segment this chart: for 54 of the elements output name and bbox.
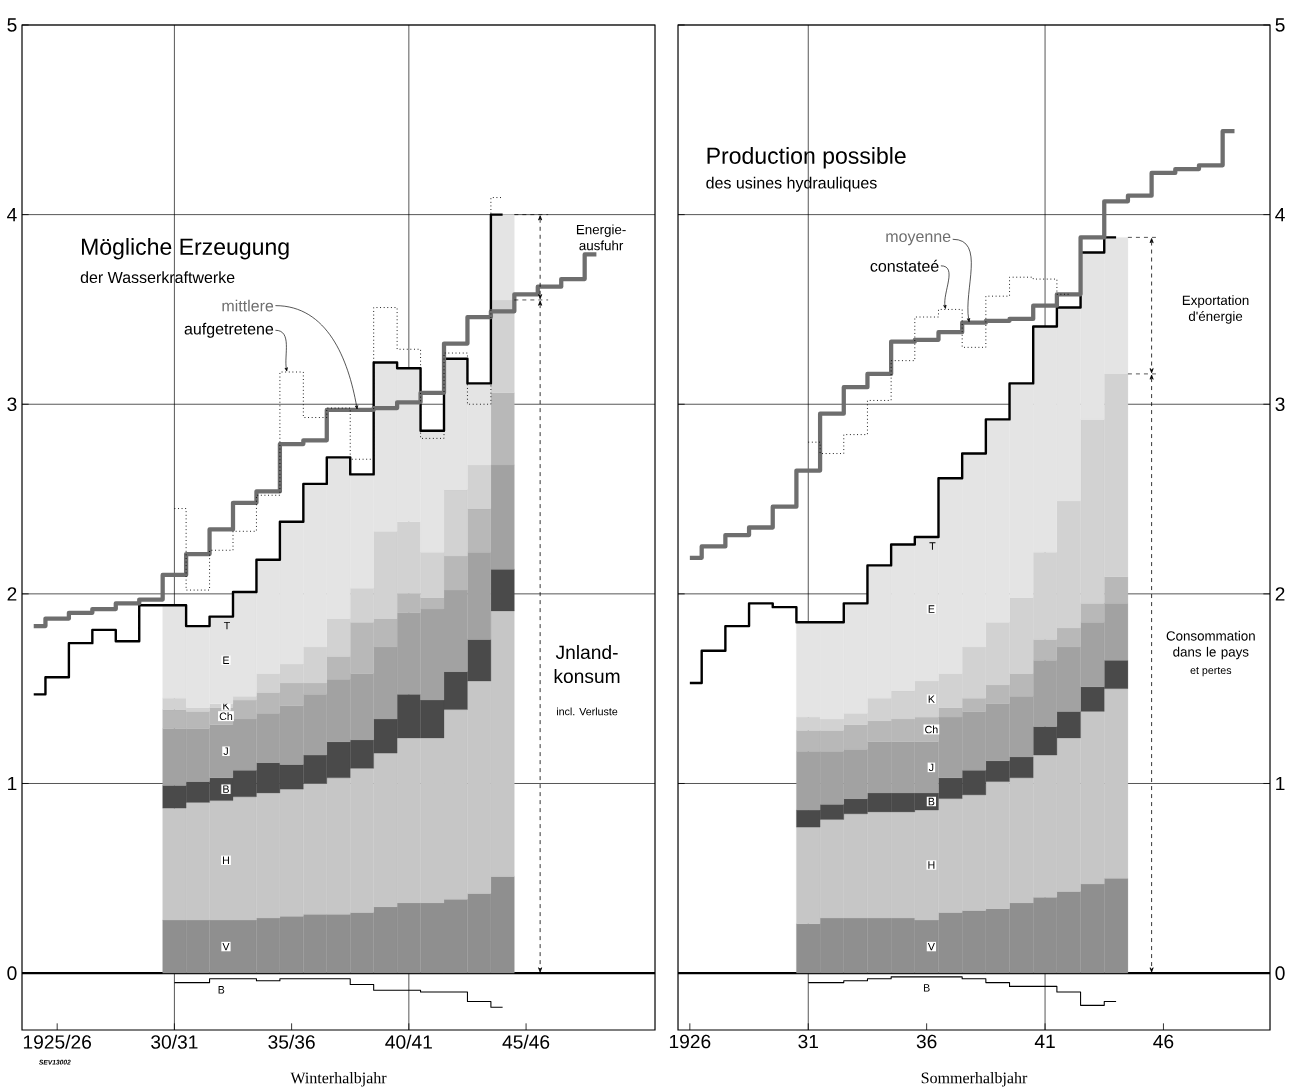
series-label: J <box>223 747 228 755</box>
series-label: E <box>223 656 230 664</box>
series-label: K <box>928 695 935 703</box>
y-tick-label: 2 <box>1275 587 1285 601</box>
y-tick-label: 4 <box>1275 207 1285 222</box>
y-tick-label: 2 <box>7 587 17 601</box>
y-tick-label: 3 <box>1275 397 1285 412</box>
x-tick-label: 35/36 <box>268 1034 315 1049</box>
x-tick-label: 45/46 <box>502 1034 550 1049</box>
series-label: V <box>222 942 230 951</box>
y-tick-label: 5 <box>7 18 17 32</box>
series-label: H <box>223 856 229 864</box>
y-tick-label: 0 <box>1275 966 1285 980</box>
series-label: B <box>928 797 935 806</box>
series-label: Ch <box>219 712 233 721</box>
x-tick-label: 36 <box>916 1034 937 1049</box>
series-label: H <box>928 861 935 869</box>
x-tick-label: 1925/26 <box>23 1034 92 1049</box>
x-tick-label: 1926 <box>669 1034 711 1049</box>
x-tick-label: 41 <box>1034 1034 1055 1048</box>
text: moyenne <box>886 233 951 246</box>
annotation: et pertes <box>1190 667 1232 677</box>
text: Mögliche Erzeugung <box>81 237 289 260</box>
text: mittlere <box>222 299 274 312</box>
y-tick-label: 1 <box>8 776 17 791</box>
y-tick-label: 1 <box>1276 776 1285 791</box>
series-label: T <box>223 622 230 630</box>
text: aufgetretene <box>184 322 274 338</box>
y-tick-label: 3 <box>7 397 17 412</box>
series-label: B <box>923 984 930 992</box>
series-label: B <box>223 785 229 793</box>
series-label: B <box>218 986 225 994</box>
x-axis-title: Winterhalbjahr <box>290 1072 387 1087</box>
text: des usines hydrauliques <box>706 176 877 192</box>
y-tick-label: 0 <box>7 966 17 980</box>
series-label: J <box>928 763 934 772</box>
x-tick-label: 30/31 <box>151 1034 198 1049</box>
series-label: Ch <box>925 725 938 734</box>
annotation: Exportation d'énergie <box>1182 295 1249 324</box>
annotation: Jnland- konsum <box>554 644 620 684</box>
text: constateé <box>870 259 939 272</box>
text: Production possible <box>707 146 906 169</box>
series-label: E <box>928 605 935 613</box>
x-tick-label: 46 <box>1153 1034 1174 1049</box>
x-axis-title: Sommerhalbjahr <box>921 1072 1028 1087</box>
series-label: V <box>927 942 935 951</box>
series-label: T <box>929 542 936 550</box>
x-tick-label: 40/41 <box>385 1034 432 1049</box>
annotation: incl. Verluste <box>557 707 618 716</box>
annotation: Consommation dans le pays <box>1166 630 1255 660</box>
y-tick-label: 5 <box>1275 18 1285 32</box>
x-tick-label: 31 <box>798 1034 818 1049</box>
y-tick-label: 4 <box>7 207 17 222</box>
annotation: Energie- ausfuhr <box>576 224 626 251</box>
